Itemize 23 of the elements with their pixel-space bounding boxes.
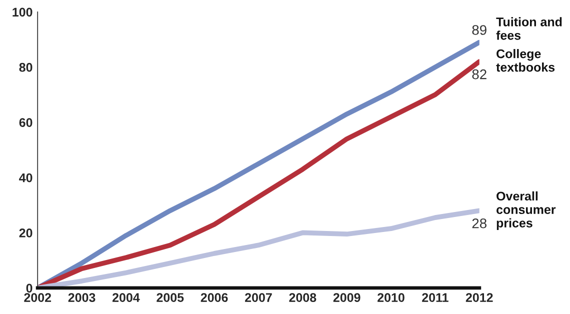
series-label: College textbooks <box>496 49 555 72</box>
x-tick-label: 2004 <box>112 293 140 302</box>
y-tick-label: 40 <box>19 173 32 182</box>
x-tick-label: 2009 <box>333 293 360 302</box>
x-tick-label: 2008 <box>289 293 316 302</box>
x-tick-label: 2003 <box>68 293 96 302</box>
y-tick-label: 100 <box>12 8 32 17</box>
series-label: Overall consumer prices <box>496 191 556 230</box>
y-tick-label: 0 <box>26 284 32 293</box>
x-tick-label: 2007 <box>245 293 272 302</box>
x-tick-label: 2011 <box>422 293 448 302</box>
x-tick-label: 2005 <box>156 293 184 302</box>
x-tick-label: 2012 <box>466 293 493 302</box>
data-label: 82 <box>472 69 486 80</box>
data-label: 89 <box>472 25 486 35</box>
y-tick-label: 20 <box>19 228 32 238</box>
x-tick-label: 2002 <box>24 293 52 302</box>
y-tick-label: 80 <box>19 62 32 72</box>
x-tick-label: 2006 <box>200 293 228 302</box>
series-label: Tuition and fees <box>496 17 562 40</box>
y-tick-label: 60 <box>19 118 32 127</box>
data-label: 28 <box>472 218 486 228</box>
x-tick-label: 2010 <box>378 293 404 302</box>
